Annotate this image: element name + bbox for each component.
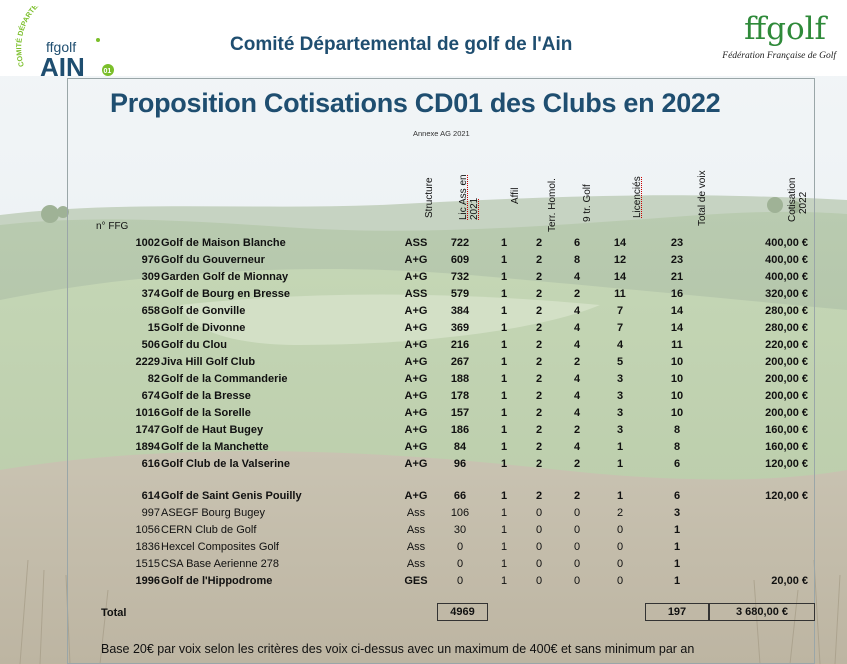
table-row: 997 ASEGF Bourg Bugey Ass 106 1 0 0 2 3 (141, 507, 681, 519)
page-header (0, 0, 847, 76)
total-licencies-box: 4969 (437, 603, 488, 621)
header-9-tr-golf: 9 tr. Golf (582, 184, 593, 222)
logo-number: 01 (104, 68, 112, 75)
header-ffg-number: n° FFG (96, 221, 129, 232)
table-row: 1002 Golf de Maison Blanche ASS 722 1 2 6 14 23 4… (135, 237, 808, 249)
table-row: 1515 CSA Base Aerienne 278 Ass 0 1 0 0 0 1 (135, 558, 681, 570)
header-cotisation: Cotisation 2022 (787, 177, 809, 222)
table-row: 1016 Golf de la Sorelle A+G 157 1 2 4 3 10 200,00… (135, 407, 808, 419)
header-terr-homol: Terr. Homol. (547, 178, 558, 232)
ffgolf-logo: ffgolf Fédération Française de Golf (706, 14, 836, 70)
table-row: 1747 Golf de Haut Bugey A+G 186 1 2 2 3 8 160,00 … (135, 424, 808, 436)
header-structure: Structure (424, 177, 435, 218)
table-row: 309 Garden Golf de Mionnay A+G 732 1 2 4 14 21 40… (141, 271, 808, 283)
table-row: 674 Golf de la Bresse A+G 178 1 2 4 3 10 200,00 € (141, 390, 808, 402)
total-voix-box: 197 (645, 603, 709, 621)
header-total-voix: Total de voix (697, 170, 708, 226)
table-row: 1056 CERN Club de Golf Ass 30 1 0 0 0 1 (135, 524, 681, 536)
table-row: 616 Golf Club de la Valserine A+G 96 1 2 2 1 6 12… (141, 458, 808, 470)
table-row: 1996 Golf de l'Hippodrome GES 0 1 0 0 0 1 20,00 € (135, 575, 808, 587)
total-label: Total (101, 607, 127, 619)
header-lic-ass: Lic Ass en 2021 (458, 174, 480, 220)
committee-title: Comité Départemental de golf de l'Ain (230, 34, 573, 55)
table-row: 82 Golf de la Commanderie A+G 188 1 2 4 3 10 200,… (147, 373, 808, 385)
table-row: 506 Golf du Clou A+G 216 1 2 4 4 11 220,00 € (141, 339, 808, 351)
logo-ain-text: AIN (40, 52, 85, 78)
table-row: 658 Golf de Gonville A+G 384 1 2 4 7 14 280,00 € (141, 305, 808, 317)
table-row: 1836 Hexcel Composites Golf Ass 0 1 0 0 0 1 (135, 541, 681, 553)
header-affil: Affil (510, 187, 521, 205)
logo-badge-icon (102, 64, 114, 76)
table-row: 1894 Golf de la Manchette A+G 84 1 2 4 1 8 160,00… (135, 441, 808, 453)
annexe-label: Annexe AG 2021 (413, 129, 470, 138)
total-cotisation-box: 3 680,00 € (709, 603, 815, 621)
table-row: 614 Golf de Saint Genis Pouilly A+G 66 1 2 2 1 6… (141, 490, 808, 502)
logo-brand: ffgolf (46, 39, 76, 55)
logo-dot-icon (96, 38, 100, 42)
footer-note: Base 20€ par voix selon les critères des… (101, 642, 695, 656)
cd-ain-logo: COMITÉ DÉPARTEMENTAL DE GOLF ffgolf AIN … (14, 6, 114, 78)
header-licencies: Licenciés (632, 176, 643, 218)
ffgolf-subtitle: Fédération Française de Golf (722, 51, 836, 61)
ffgolf-brand: ffgolf (744, 11, 826, 47)
table-row: 2229 Jiva Hill Golf Club A+G 267 1 2 2 5 10 200,0… (135, 356, 808, 368)
table-row: 976 Golf du Gouverneur A+G 609 1 2 8 12 23 400,00… (141, 254, 808, 266)
table-row: 15 Golf de Divonne A+G 369 1 2 4 7 14 280,00 € (147, 322, 808, 334)
table-row: 374 Golf de Bourg en Bresse ASS 579 1 2 2 11 16 3… (141, 288, 808, 300)
document-title: Proposition Cotisations CD01 des Clubs e… (110, 88, 721, 118)
